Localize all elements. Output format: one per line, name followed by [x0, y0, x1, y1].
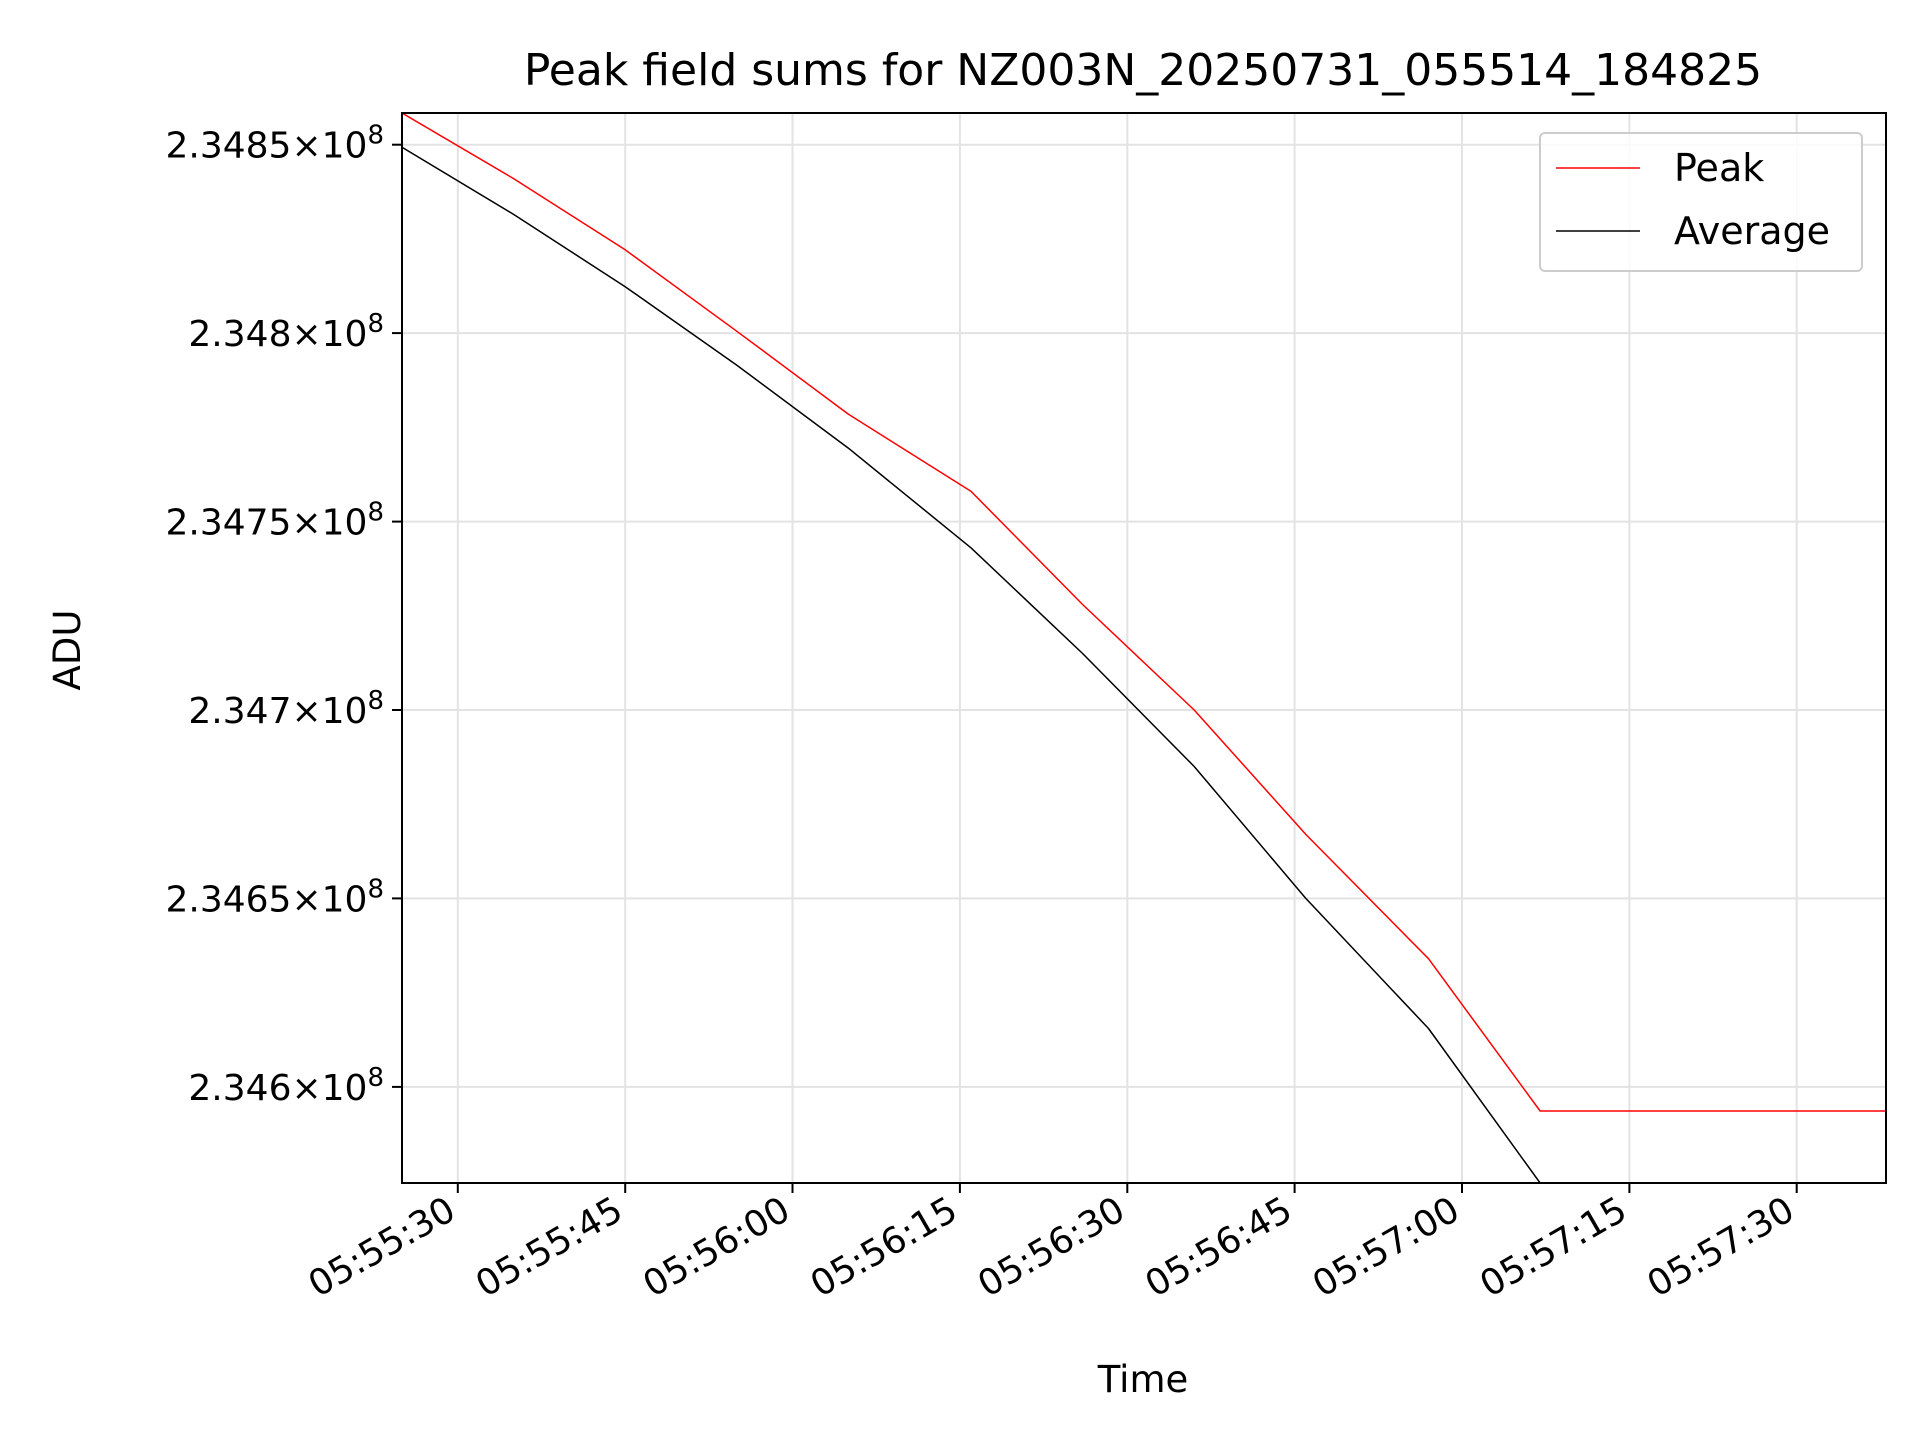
x-axis: 05:55:30 05:55:45 05:56:00 05:56:15 05:56:30… — [302, 1183, 1801, 1306]
y-tick-mantissa: 2.347 — [188, 691, 291, 732]
x-tick-label: 05:56:30 — [971, 1189, 1132, 1305]
x-tick-label: 05:56:45 — [1139, 1189, 1300, 1305]
x-tick-label: 05:56:15 — [804, 1189, 965, 1305]
x-tick-label: 05:56:00 — [636, 1189, 797, 1305]
x-tick-label: 05:55:45 — [469, 1189, 630, 1305]
legend-label-peak: Peak — [1674, 146, 1764, 190]
y-tick-label: 2.3475×108 — [166, 498, 385, 544]
y-tick-exponent: 8 — [367, 121, 384, 151]
plot-area — [402, 113, 1886, 1183]
y-axis: 2.3485×1082.348×1082.3475×1082.347×1082.… — [166, 121, 402, 1109]
x-tick-label: 05:57:00 — [1306, 1189, 1467, 1305]
y-tick-exponent: 8 — [367, 1063, 384, 1093]
y-tick-mantissa: 2.3485 — [166, 126, 292, 167]
y-tick-exponent: 8 — [367, 309, 384, 339]
x-tick-label: 05:55:30 — [302, 1189, 463, 1305]
y-tick-times: ×10 — [291, 691, 367, 732]
y-axis-title: ADU — [46, 610, 89, 691]
chart-title: Peak field sums for NZ003N_20250731_0555… — [524, 45, 1762, 96]
y-tick-exponent: 8 — [367, 874, 384, 904]
series-layer — [402, 113, 1886, 1183]
x-axis-title: Time — [1097, 1358, 1189, 1401]
y-tick-exponent: 8 — [367, 498, 384, 528]
y-tick-mantissa: 2.3465 — [166, 879, 292, 920]
y-tick-label: 2.347×108 — [188, 686, 384, 732]
y-tick-times: ×10 — [291, 879, 367, 920]
y-tick-mantissa: 2.3475 — [166, 503, 292, 544]
plot-frame — [401, 112, 1887, 1184]
y-tick-label: 2.348×108 — [188, 309, 384, 355]
x-tick-label: 05:57:30 — [1641, 1189, 1802, 1305]
y-tick-label: 2.3465×108 — [166, 874, 385, 920]
y-tick-exponent: 8 — [367, 686, 384, 716]
y-tick-times: ×10 — [291, 126, 367, 167]
y-tick-label: 2.3485×108 — [166, 121, 385, 167]
y-tick-label: 2.346×108 — [188, 1063, 384, 1109]
y-tick-times: ×10 — [291, 1068, 367, 1109]
legend: Peak Average — [1539, 132, 1863, 272]
x-tick-label: 05:57:15 — [1473, 1189, 1634, 1305]
y-tick-mantissa: 2.348 — [188, 314, 291, 355]
y-tick-times: ×10 — [291, 503, 367, 544]
y-tick-times: ×10 — [291, 314, 367, 355]
legend-label-average: Average — [1674, 209, 1830, 253]
y-tick-mantissa: 2.346 — [188, 1068, 291, 1109]
series-line-average — [402, 146, 1541, 1183]
series-line-peak — [402, 113, 1886, 1112]
